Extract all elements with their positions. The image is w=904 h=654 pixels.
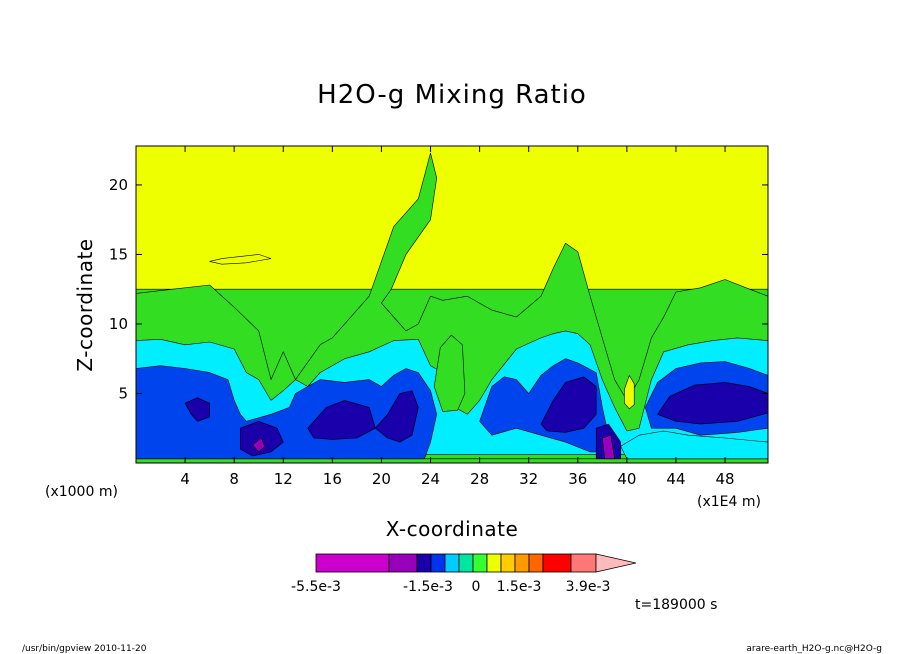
- contour-region-purple-blob-2: [601, 434, 615, 460]
- contour-region-navy-blob-4: [374, 390, 419, 443]
- colorbar-labels: -5.5e-3 -1.5e-3 0 1.5e-3 3.9e-3: [291, 579, 610, 595]
- colorbar-label: 0: [472, 579, 481, 595]
- colorbar-swatch: [514, 553, 530, 573]
- colorbar-swatch: [542, 553, 572, 573]
- x-tick-label: 12: [274, 470, 293, 488]
- x-tick-label: 4: [180, 470, 190, 488]
- y-tick-label: 15: [109, 245, 128, 263]
- contour-region-purple-blob-1: [252, 437, 266, 453]
- x-tick-label: 24: [421, 470, 440, 488]
- contour-region-yellow-pocket-2: [624, 375, 635, 410]
- x-axis: 4 8 12 16 20 24 28 32 36 40 44 48: [180, 146, 735, 488]
- y-axis-label: Z-coordinate: [73, 238, 97, 371]
- colorbar-swatch: [430, 553, 446, 573]
- colorbar-label: 1.5e-3: [497, 579, 542, 595]
- y-tick-label: 10: [109, 315, 128, 333]
- y-axis: 5 10 15 20: [109, 176, 768, 402]
- x-tick-label: 48: [716, 470, 735, 488]
- footer-right: arare-earth_H2O-g.nc@H2O-g: [746, 644, 882, 654]
- x-tick-label: 16: [323, 470, 342, 488]
- x-tick-label: 44: [666, 470, 685, 488]
- x-unit-right: (x1E4 m): [697, 494, 761, 510]
- colorbar-label: -1.5e-3: [403, 579, 453, 595]
- colorbar-swatch: [528, 553, 544, 573]
- contour-region-navy-blob-5: [540, 376, 597, 433]
- contour-region-yellow-top: [136, 146, 768, 290]
- time-label: t=189000 s: [635, 597, 717, 613]
- x-tick-label: 36: [568, 470, 587, 488]
- colorbar: [315, 553, 637, 573]
- x-tick-label: 8: [229, 470, 239, 488]
- colorbar-arrow: [595, 553, 637, 573]
- colorbar-swatch: [444, 553, 460, 573]
- x-tick-label: 32: [519, 470, 538, 488]
- contour-region-cyan-bottom-right: [620, 430, 768, 460]
- colorbar-swatch: [416, 553, 432, 573]
- colorbar-swatch: [500, 553, 516, 573]
- colorbar-label: -5.5e-3: [291, 579, 341, 595]
- footer-left: /usr/bin/gpview 2010-11-20: [22, 644, 147, 654]
- x-tick-label: 20: [372, 470, 391, 488]
- colorbar-swatch: [472, 553, 488, 573]
- colorbar-swatch: [388, 553, 418, 573]
- x-tick-label: 40: [617, 470, 636, 488]
- contour-region-yellow-blob-top: [209, 254, 272, 265]
- colorbar-label: 3.9e-3: [566, 579, 611, 595]
- y-tick-label: 20: [109, 176, 128, 194]
- x-tick-label: 28: [470, 470, 489, 488]
- plot-area: [136, 146, 768, 463]
- colorbar-swatch: [486, 553, 502, 573]
- contour-region-navy-blob-6: [657, 382, 768, 425]
- plot-frame: [135, 145, 769, 464]
- y-tick-label: 5: [118, 384, 128, 402]
- colorbar-swatch: [315, 553, 390, 573]
- colorbar-swatch: [458, 553, 474, 573]
- contour-region-navy-blob-1: [184, 397, 210, 422]
- x-axis-label: X-coordinate: [386, 517, 519, 541]
- x-unit-left: (x1000 m): [45, 484, 118, 500]
- contour-region-green-under-yellow-1: [433, 334, 466, 412]
- colorbar-swatch: [570, 553, 597, 573]
- chart-title: H2O-g Mixing Ratio: [317, 80, 587, 110]
